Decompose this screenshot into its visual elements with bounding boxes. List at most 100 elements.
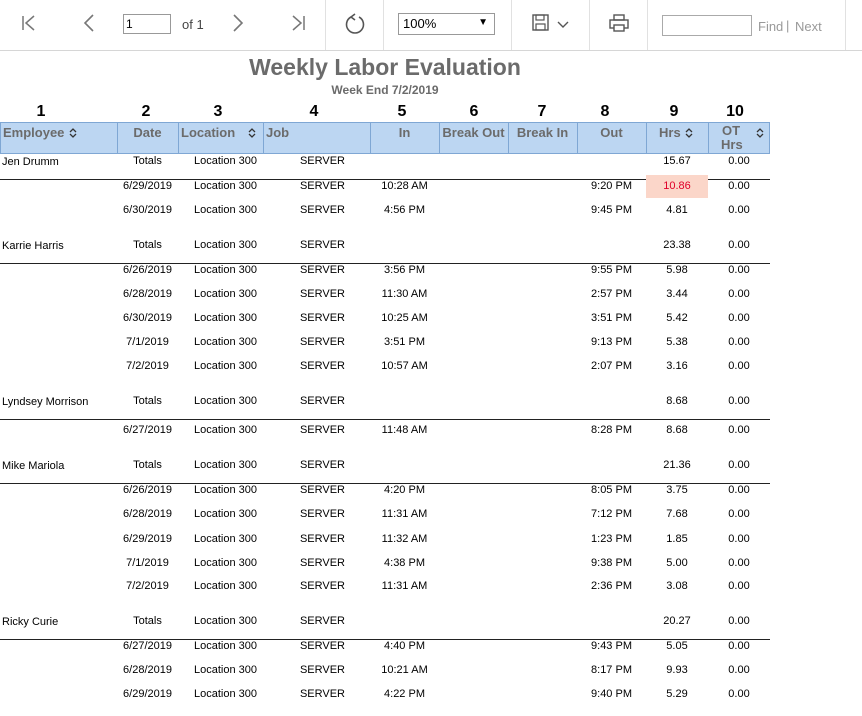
save-icon[interactable]: [526, 12, 556, 38]
in-time-cell: 11:32 AM: [381, 533, 428, 545]
location-cell: Location 300: [194, 204, 257, 216]
job-cell: SERVER: [299, 580, 346, 592]
header-location-label: Location: [181, 125, 236, 140]
page-number-input[interactable]: [123, 14, 171, 34]
find-next-button[interactable]: Next: [795, 19, 822, 34]
sort-icon[interactable]: [248, 127, 256, 139]
column-number: 6: [469, 103, 479, 120]
hrs-cell: 3.44: [666, 288, 688, 300]
location-cell: Location 300: [194, 336, 257, 348]
hrs-cell: 8.68: [666, 395, 688, 407]
column-number: 9: [669, 103, 679, 120]
header-employee[interactable]: Employee: [1, 123, 118, 153]
hrs-cell: 5.42: [666, 312, 688, 324]
job-cell: SERVER: [299, 424, 346, 436]
job-cell: SERVER: [299, 204, 346, 216]
header-ot-hrs-sub-label: Hrs: [721, 137, 743, 152]
first-page-icon[interactable]: [14, 12, 44, 38]
date-cell: 6/27/2019: [123, 640, 172, 652]
in-time-cell: 4:38 PM: [384, 557, 425, 569]
location-cell: Location 300: [194, 155, 257, 167]
out-time-cell: 9:38 PM: [591, 557, 632, 569]
location-cell: Location 300: [194, 288, 257, 300]
ot-hrs-cell: 0.00: [728, 424, 750, 436]
find-input[interactable]: [662, 15, 752, 36]
location-cell: Location 300: [194, 640, 257, 652]
column-number: 1: [36, 103, 46, 120]
in-time-cell: 10:57 AM: [381, 360, 428, 372]
zoom-select[interactable]: 100% ▼: [398, 13, 495, 35]
job-cell: SERVER: [299, 508, 346, 520]
out-time-cell: 2:07 PM: [591, 360, 632, 372]
find-button[interactable]: Find: [758, 19, 784, 34]
ot-hrs-cell: 0.00: [728, 239, 750, 251]
chevron-down-icon[interactable]: [553, 12, 573, 38]
date-cell: 6/29/2019: [123, 533, 172, 545]
page-count-label: of 1: [182, 17, 204, 32]
hrs-cell: 5.98: [666, 264, 688, 276]
job-cell: SERVER: [299, 640, 346, 652]
out-time-cell: 9:55 PM: [591, 264, 632, 276]
ot-hrs-cell: 0.00: [728, 395, 750, 407]
ot-hrs-cell: 0.00: [728, 484, 750, 496]
header-employee-label: Employee: [3, 125, 65, 140]
hrs-cell: 3.16: [666, 360, 688, 372]
ot-hrs-cell: 0.00: [728, 664, 750, 676]
date-cell: 6/28/2019: [123, 508, 172, 520]
ot-hrs-cell: 0.00: [728, 264, 750, 276]
header-in-label: In: [398, 125, 411, 140]
group-separator: [0, 483, 770, 484]
location-cell: Location 300: [194, 688, 257, 700]
location-cell: Location 300: [194, 395, 257, 407]
job-cell: SERVER: [299, 557, 346, 569]
report-title: Weekly Labor Evaluation: [249, 54, 521, 80]
location-cell: Location 300: [194, 484, 257, 496]
in-time-cell: 10:28 AM: [381, 180, 428, 192]
totals-label: Totals: [133, 155, 162, 167]
refresh-icon[interactable]: [340, 12, 370, 38]
group-separator: [0, 263, 770, 264]
hrs-cell: 5.00: [666, 557, 688, 569]
ot-hrs-cell: 0.00: [728, 580, 750, 592]
totals-label: Totals: [133, 395, 162, 407]
sort-icon[interactable]: [69, 127, 77, 139]
group-separator: [0, 419, 770, 420]
header-date: Date: [118, 123, 179, 153]
sort-icon[interactable]: [685, 127, 693, 139]
location-cell: Location 300: [194, 180, 257, 192]
location-cell: Location 300: [194, 533, 257, 545]
out-time-cell: 1:23 PM: [591, 533, 632, 545]
print-icon[interactable]: [604, 12, 634, 38]
job-cell: SERVER: [299, 533, 346, 545]
sort-icon[interactable]: [756, 127, 764, 139]
date-cell: 7/2/2019: [126, 580, 169, 592]
header-ot-hrs[interactable]: OT Hrs: [709, 123, 769, 153]
hrs-cell: 21.36: [663, 459, 691, 471]
group-separator: [0, 639, 770, 640]
employee-name: Ricky Curie: [2, 616, 59, 628]
header-in: In: [371, 123, 440, 153]
location-cell: Location 300: [194, 664, 257, 676]
hrs-cell: 3.08: [666, 580, 688, 592]
location-cell: Location 300: [194, 360, 257, 372]
ot-hrs-cell: 0.00: [728, 688, 750, 700]
header-job: Job: [264, 123, 371, 153]
previous-page-icon[interactable]: [74, 12, 104, 38]
header-hrs[interactable]: Hrs: [647, 123, 709, 153]
ot-hrs-cell: 0.00: [728, 312, 750, 324]
hrs-cell: 15.67: [663, 155, 691, 167]
last-page-icon[interactable]: [283, 12, 313, 38]
next-page-icon[interactable]: [223, 12, 253, 38]
ot-hrs-cell: 0.00: [728, 557, 750, 569]
hrs-cell: 8.68: [666, 424, 688, 436]
hrs-cell: 10.86: [663, 180, 691, 192]
header-location[interactable]: Location: [179, 123, 264, 153]
hrs-cell: 3.75: [666, 484, 688, 496]
column-number: 4: [309, 103, 319, 120]
date-cell: 7/1/2019: [126, 336, 169, 348]
hrs-cell: 7.68: [666, 508, 688, 520]
highlight-cell: [646, 175, 708, 198]
in-time-cell: 11:48 AM: [381, 424, 428, 436]
out-time-cell: 3:51 PM: [591, 312, 632, 324]
ot-hrs-cell: 0.00: [728, 204, 750, 216]
